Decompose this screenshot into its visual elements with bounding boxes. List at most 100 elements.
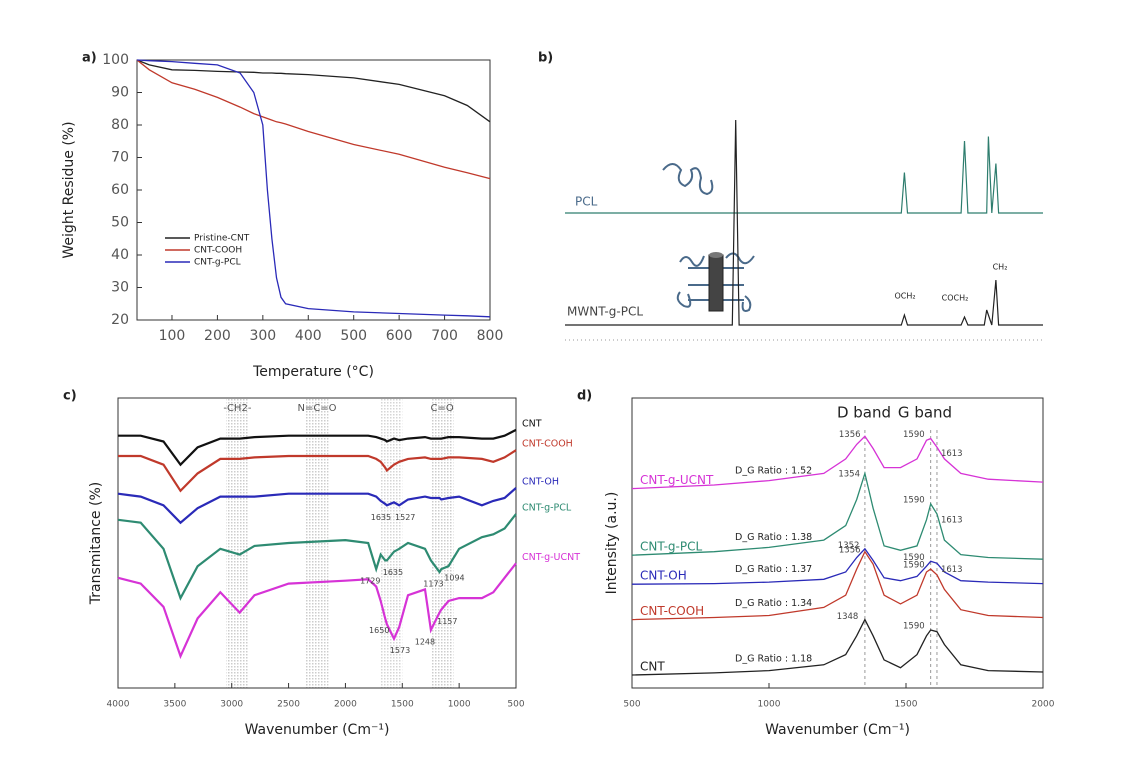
series-label: CNT [640, 659, 665, 673]
series-label: CNT-COOH [640, 604, 704, 618]
peak-label: 1590 [903, 622, 925, 632]
ratio-label: D_G Ratio : 1.38 [735, 532, 812, 543]
y-tick-label: 30 [111, 280, 129, 296]
y-axis-title: Weight Residue (%) [61, 121, 77, 258]
panel-label: c) [63, 389, 77, 404]
peak-label: 1590 [903, 561, 925, 571]
shaded-band [226, 398, 249, 688]
series-line [631, 435, 1044, 490]
mwnt-cartoon [676, 252, 755, 312]
x-tick-label: 300 [249, 328, 276, 344]
y-tick-label: 20 [111, 312, 129, 328]
series-line [117, 487, 517, 525]
series-label: CNT-g-UCNT [522, 552, 580, 563]
series-line [631, 470, 1044, 560]
peak-label: 1352 [838, 541, 860, 551]
plot-frame [117, 397, 517, 689]
legend-label: CNT-g-PCL [194, 258, 241, 268]
y-tick-label: 80 [111, 117, 129, 133]
series-line [136, 59, 491, 180]
series-label: CNT-OH [640, 569, 687, 583]
panel-label: a) [82, 51, 97, 66]
x-tick-label: 100 [159, 328, 186, 344]
x-tick-label: 3000 [220, 700, 243, 710]
peak-label: 1248 [415, 638, 435, 647]
series-line [136, 59, 491, 318]
pcl-cartoon [662, 163, 714, 196]
series-label: CNT [522, 418, 542, 429]
peak-label: 1613 [941, 449, 963, 459]
peak-annotation: OCH₂ [894, 292, 915, 301]
series-label: CNT-COOH [522, 439, 573, 450]
peak-label: 1613 [941, 565, 963, 575]
peak-label: 1729 [360, 577, 380, 586]
x-tick-label: 4000 [107, 700, 130, 710]
x-tick-label: 3500 [163, 700, 186, 710]
band-label: -CH2- [223, 403, 251, 414]
x-tick-label: 400 [295, 328, 322, 344]
panel-label: b) [538, 51, 553, 66]
band-label: C=O [430, 403, 453, 414]
y-tick-label: 60 [111, 182, 129, 198]
peak-label: 1527 [395, 513, 415, 522]
x-tick-label: 2000 [334, 700, 357, 710]
x-tick-label: 600 [386, 328, 413, 344]
peak-annotation: CH₂ [993, 263, 1008, 272]
y-tick-label: 100 [102, 52, 129, 68]
x-axis-title: Temperature (°C) [252, 364, 374, 380]
peak-label: 1650 [369, 626, 389, 635]
peak-label: 1157 [437, 617, 457, 626]
panel-label: d) [577, 389, 592, 404]
peak-label: 1613 [941, 516, 963, 526]
series-line [117, 513, 517, 601]
y-axis-title: Transmitance (%) [88, 482, 104, 605]
peak-label: 1094 [444, 574, 464, 583]
ratio-label: D_G Ratio : 1.37 [735, 564, 812, 575]
spectrum-label: MWNT-g-PCL [567, 305, 643, 319]
band-label: N=C=O [297, 403, 336, 414]
peak-label: 1590 [903, 430, 925, 440]
series-line [631, 547, 1044, 585]
peak-label: 1356 [839, 546, 861, 556]
ratio-label: D_G Ratio : 1.34 [735, 598, 812, 609]
legend-label: Pristine-CNT [194, 234, 250, 244]
x-axis-title: Wavenumber (Cm⁻¹) [245, 722, 390, 738]
series-line [631, 550, 1044, 621]
spectrum-line [565, 119, 1043, 326]
peak-label: 1354 [838, 470, 860, 480]
x-tick-label: 200 [204, 328, 231, 344]
plot-frame [136, 59, 491, 321]
x-tick-label: 1000 [758, 700, 781, 710]
peak-label: 1173 [423, 580, 443, 589]
band-annotation: G band [898, 404, 952, 422]
series-label: CNT-OH [522, 476, 559, 487]
series-label: CNT-g-PCL [640, 540, 702, 554]
series-line [631, 618, 1044, 676]
y-tick-label: 40 [111, 247, 129, 263]
spectrum-label: PCL [575, 195, 598, 209]
x-tick-label: 1500 [391, 700, 414, 710]
series-label: CNT-g-UCNT [640, 473, 714, 487]
peak-label: 1590 [903, 495, 925, 505]
x-tick-label: 1500 [895, 700, 918, 710]
ratio-label: D_G Ratio : 1.52 [735, 466, 812, 477]
x-axis-title: Wavenumber (Cm⁻¹) [765, 722, 910, 738]
series-line [118, 449, 517, 493]
ratio-label: D_G Ratio : 1.18 [735, 653, 812, 664]
x-tick-label: 1000 [448, 700, 471, 710]
x-tick-label: 2000 [1032, 700, 1055, 710]
y-tick-label: 70 [111, 150, 129, 166]
peak-label: 1573 [390, 646, 410, 655]
spectrum-line [565, 136, 1043, 214]
series-line [136, 59, 491, 123]
y-axis-title: Intensity (a.u.) [604, 492, 620, 595]
series-line [118, 428, 517, 467]
peak-label: 1635 [371, 513, 391, 522]
peak-annotation: COCH₂ [942, 294, 969, 303]
shaded-band [379, 398, 403, 688]
y-tick-label: 90 [111, 85, 129, 101]
peak-label: 1590 [903, 553, 925, 563]
series-label: CNT-g-PCL [522, 503, 572, 514]
peak-label: 1635 [383, 568, 403, 577]
